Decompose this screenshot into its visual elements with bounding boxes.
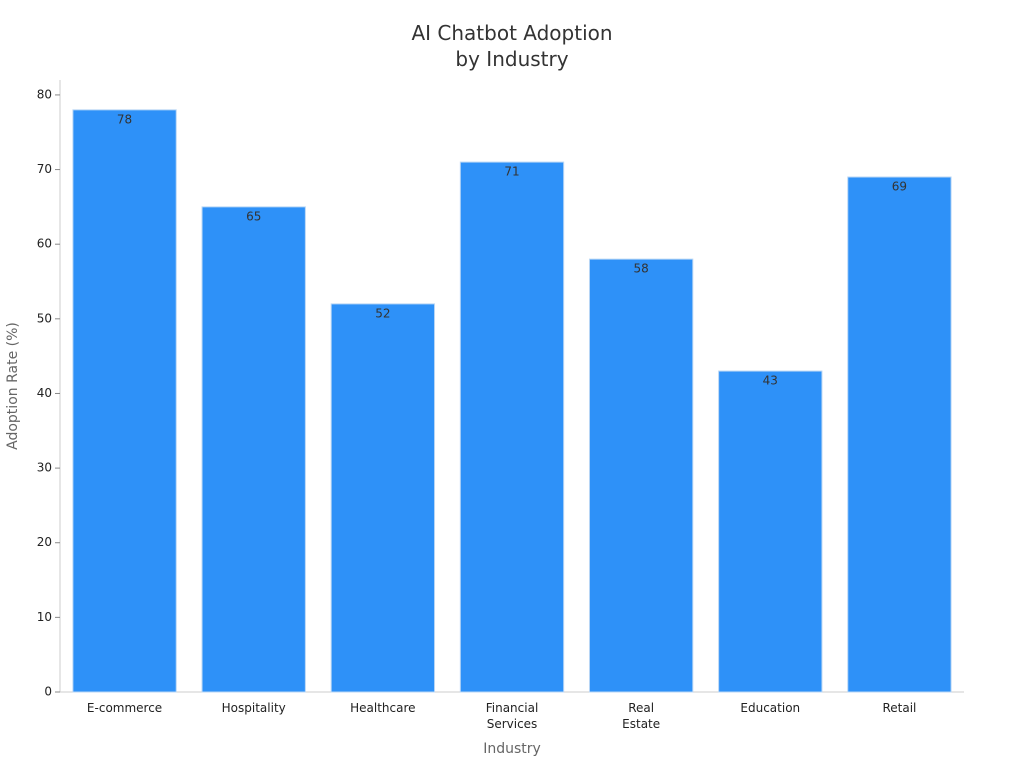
data-label: 65 bbox=[246, 209, 261, 223]
y-tick-label: 30 bbox=[37, 461, 52, 475]
data-label: 58 bbox=[634, 262, 649, 276]
bar bbox=[201, 206, 306, 693]
y-tick-label: 20 bbox=[37, 535, 52, 549]
x-tick-label: Hospitality bbox=[221, 701, 286, 715]
y-tick-label: 50 bbox=[37, 311, 52, 325]
y-tick-label: 60 bbox=[37, 237, 52, 251]
x-tick-label: Real Estate bbox=[622, 701, 661, 731]
x-tick-label: Financial Services bbox=[485, 701, 539, 731]
data-label: 43 bbox=[763, 374, 778, 388]
bar bbox=[72, 109, 177, 693]
y-axis-label: Adoption Rate (%) bbox=[5, 322, 21, 450]
y-tick-label: 70 bbox=[37, 162, 52, 176]
chart-title: AI Chatbot Adoption by Industry bbox=[411, 21, 613, 71]
data-label: 71 bbox=[504, 165, 519, 179]
bar bbox=[459, 161, 565, 693]
data-label: 78 bbox=[117, 112, 132, 126]
x-tick-label: Retail bbox=[882, 701, 917, 715]
bar bbox=[847, 176, 952, 693]
y-tick-label: 80 bbox=[37, 87, 52, 101]
y-tick-label: 10 bbox=[37, 610, 52, 624]
data-label: 69 bbox=[892, 180, 907, 194]
x-tick-label: Healthcare bbox=[350, 701, 416, 715]
data-label: 52 bbox=[375, 306, 390, 320]
bar bbox=[330, 303, 436, 693]
y-tick-label: 40 bbox=[37, 386, 52, 400]
x-tick-label: Education bbox=[740, 701, 801, 715]
bar bbox=[588, 258, 694, 693]
y-tick-label: 0 bbox=[44, 685, 52, 699]
x-tick-label: E-commerce bbox=[86, 701, 163, 715]
x-axis-label: Industry bbox=[483, 741, 541, 757]
bar bbox=[718, 370, 823, 693]
